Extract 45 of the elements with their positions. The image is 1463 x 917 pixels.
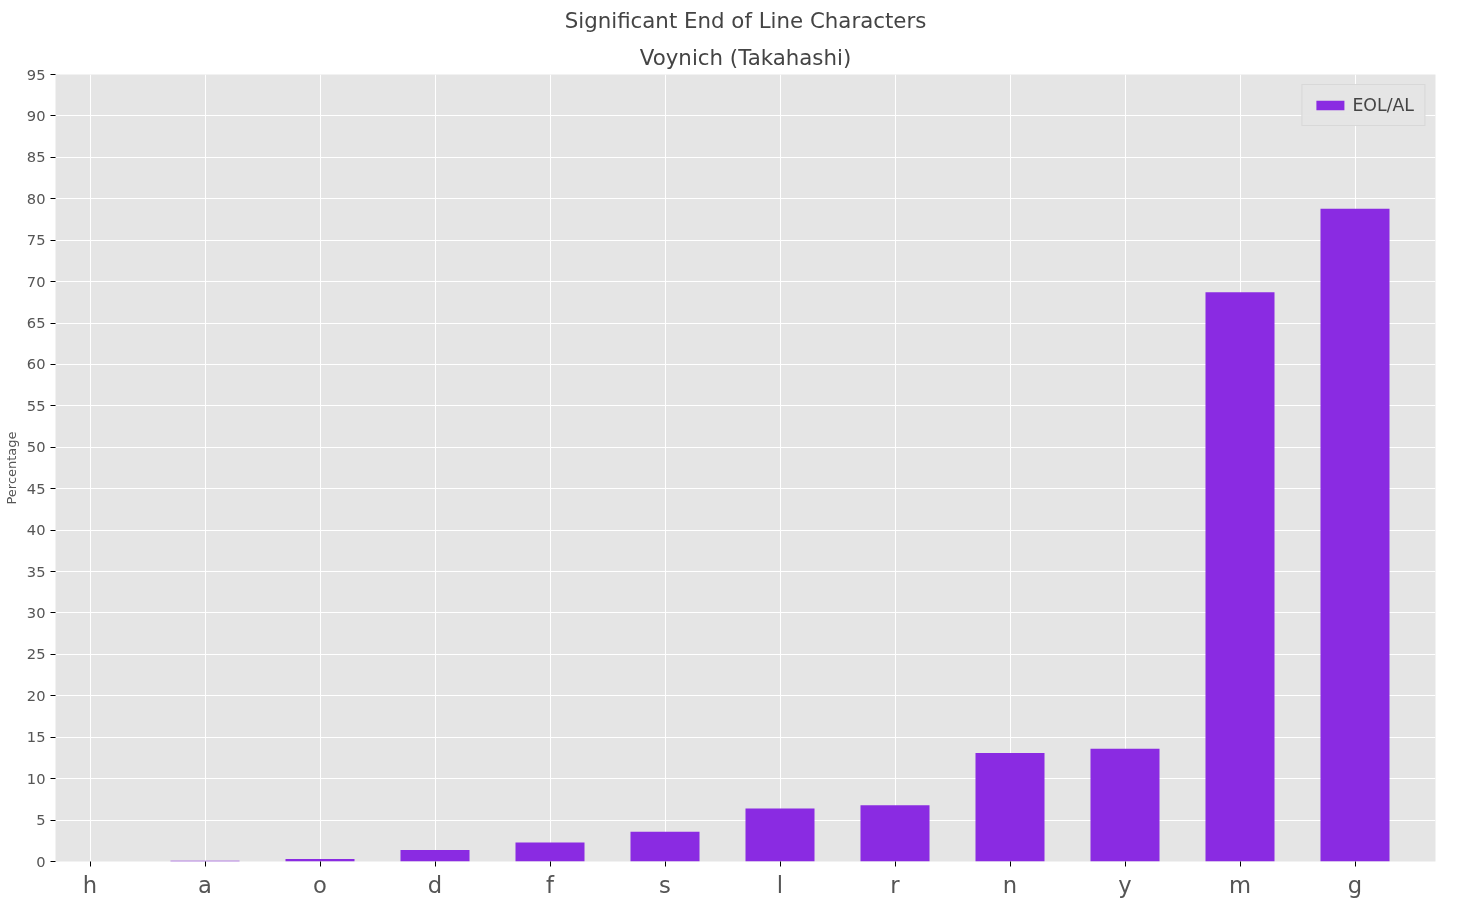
legend-label: EOL/AL (1352, 95, 1414, 115)
bar (1090, 748, 1160, 862)
x-tick-label: l (776, 871, 784, 898)
y-tick-label: 90 (26, 106, 46, 124)
y-tick-label: 35 (26, 562, 46, 580)
y-tick-label: 85 (26, 148, 46, 166)
y-tick-label: 10 (26, 769, 46, 787)
x-tick-label: r (890, 871, 901, 898)
x-tick-label: n (1002, 871, 1018, 898)
x-tick-label: y (1118, 871, 1132, 898)
y-tick-label: 5 (36, 811, 46, 829)
chart-subtitle: Voynich (Takahashi) (639, 44, 852, 70)
x-tick-label: f (546, 871, 556, 898)
x-tick-label: g (1347, 871, 1363, 898)
y-tick-label: 60 (26, 355, 46, 373)
x-tick-label: h (82, 871, 98, 898)
x-tick-label: m (1228, 871, 1252, 898)
bar (745, 808, 815, 862)
y-tick-label: 40 (26, 521, 46, 539)
y-tick-label: 30 (26, 603, 46, 621)
x-tick-label: d (427, 871, 443, 898)
y-tick-label: 95 (26, 65, 46, 83)
bar (1205, 292, 1275, 862)
bar (860, 805, 930, 862)
y-tick-label: 15 (26, 728, 46, 746)
y-tick-label: 20 (26, 686, 46, 704)
bar (975, 752, 1045, 862)
y-tick-label: 80 (26, 189, 46, 207)
y-axis-title: Percentage (3, 431, 19, 505)
y-tick-label: 0 (36, 852, 46, 870)
y-tick-label: 50 (26, 438, 46, 456)
y-tick-label: 75 (26, 231, 46, 249)
bar (630, 831, 700, 862)
bar (515, 842, 585, 862)
bar (400, 849, 470, 862)
y-tick-label: 70 (26, 272, 46, 290)
x-tick-label: a (198, 871, 212, 898)
x-tick-label: o (313, 871, 327, 898)
bar (1320, 208, 1390, 862)
y-tick-label: 45 (26, 479, 46, 497)
x-tick-label: s (659, 871, 671, 898)
y-tick-label: 25 (26, 645, 46, 663)
y-tick-label: 55 (26, 396, 46, 414)
y-tick-label: 65 (26, 314, 46, 332)
chart-title: Significant End of Line Characters (564, 7, 927, 33)
